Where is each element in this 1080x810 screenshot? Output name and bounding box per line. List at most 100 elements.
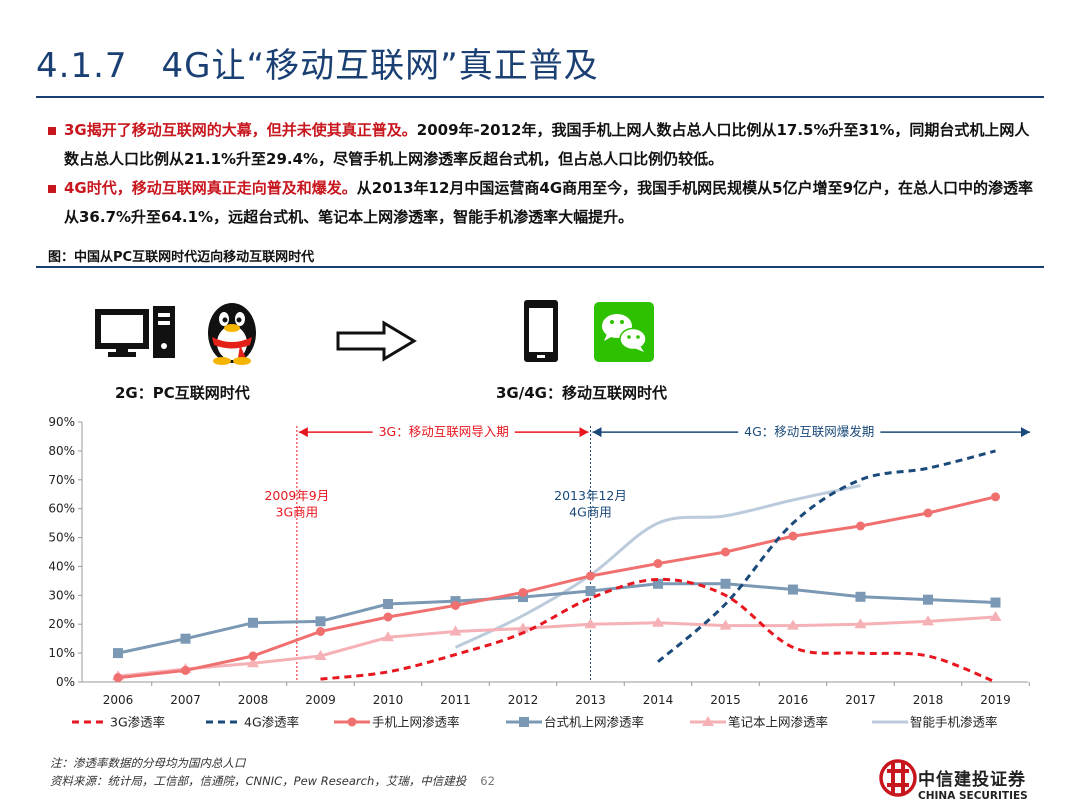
series-line-desktop bbox=[117, 582, 996, 655]
point-mobile bbox=[383, 612, 393, 622]
period-label-bg bbox=[372, 422, 515, 442]
legend-marker-laptop bbox=[702, 716, 714, 726]
y-tick-label: 70% bbox=[48, 473, 75, 487]
logo-cn-text: 中信建投证券 bbox=[918, 770, 1026, 790]
x-tick-label: 2016 bbox=[778, 693, 809, 707]
figure-caption: 图：中国从PC互联网时代迈向移动互联网时代 bbox=[48, 250, 315, 265]
3g-period-label: 3G：移动互联网导入期 bbox=[379, 424, 509, 439]
point-mobile bbox=[451, 600, 460, 610]
4g-period-label: 4G：移动互联网爆发期 bbox=[744, 424, 874, 439]
source-note: 资料来源：统计局，工信部，信通院，CNNIC，Pew Research，艾瑞，中… bbox=[50, 773, 495, 789]
x-tick-label: 2014 bbox=[643, 693, 674, 707]
y-tick-label: 90% bbox=[48, 415, 75, 429]
title-text: 4G让“移动互联网”真正普及 bbox=[161, 46, 599, 86]
legend-label-4g: 4G渗透率 bbox=[244, 715, 299, 730]
bullet-square-icon bbox=[48, 127, 56, 135]
bullet-item: 3G揭开了移动互联网的大幕，但并未使其真正普及。2009年-2012年，我国手机… bbox=[48, 116, 1040, 174]
series-line-3g bbox=[320, 577, 997, 684]
4g-launch-text: 4G商用 bbox=[569, 504, 612, 519]
legend-label-smartphone: 智能手机渗透率 bbox=[910, 715, 998, 730]
bullet-highlight: 4G时代，移动互联网真正走向普及和爆发。 bbox=[64, 179, 357, 197]
legend-label-desktop: 台式机上网渗透率 bbox=[544, 715, 644, 730]
x-tick-label: 2019 bbox=[980, 693, 1011, 707]
point-desktop bbox=[180, 633, 191, 644]
point-laptop bbox=[854, 618, 867, 629]
point-laptop bbox=[382, 631, 394, 642]
logo-en-text: CHINA SECURITIES bbox=[918, 790, 1028, 802]
point-laptop bbox=[517, 622, 529, 633]
point-desktop bbox=[248, 617, 258, 628]
point-mobile bbox=[923, 508, 933, 518]
point-mobile bbox=[316, 626, 325, 636]
point-desktop bbox=[585, 586, 596, 596]
bullet-list: 3G揭开了移动互联网的大幕，但并未使其真正普及。2009年-2012年，我国手机… bbox=[48, 116, 1040, 232]
footnote: 注：渗透率数据的分母均为国内总人口 bbox=[50, 756, 246, 770]
legend-marker-desktop bbox=[519, 717, 529, 727]
series-line-4g bbox=[657, 449, 996, 663]
y-tick-label: 50% bbox=[48, 531, 75, 545]
bullet-square-icon bbox=[48, 185, 56, 193]
x-tick-label: 2018 bbox=[913, 693, 944, 707]
point-desktop bbox=[383, 599, 393, 609]
3g-launch-text: 3G商用 bbox=[276, 504, 319, 519]
point-laptop bbox=[922, 615, 934, 626]
point-mobile bbox=[518, 587, 528, 597]
3g-period-arrow-head-left bbox=[298, 427, 308, 438]
point-mobile bbox=[181, 665, 190, 675]
series-line-laptop bbox=[117, 615, 996, 678]
4g-period-arrow-head-right bbox=[1021, 427, 1030, 438]
point-mobile bbox=[653, 559, 663, 569]
point-desktop bbox=[315, 616, 326, 627]
y-tick-label: 80% bbox=[48, 444, 75, 458]
point-desktop bbox=[653, 578, 663, 589]
point-laptop bbox=[449, 625, 462, 636]
point-desktop bbox=[990, 597, 1001, 608]
point-laptop bbox=[314, 650, 327, 660]
brand-logo: 中信建投证券 CHINA SECURITIES bbox=[918, 765, 1028, 802]
y-tick-label: 60% bbox=[48, 502, 75, 516]
point-desktop bbox=[855, 591, 866, 602]
point-desktop bbox=[788, 584, 798, 595]
point-desktop bbox=[518, 592, 528, 603]
bullet-text: 从2013年12月中国运营商4G商用至今，我国手机网民规模从5亿户增至9亿户，在… bbox=[64, 179, 1034, 226]
point-laptop bbox=[247, 657, 259, 668]
y-tick-label: 10% bbox=[48, 646, 75, 660]
point-mobile bbox=[991, 492, 1000, 502]
x-tick-label: 2013 bbox=[575, 693, 606, 707]
point-desktop bbox=[113, 648, 123, 659]
point-laptop bbox=[584, 618, 597, 629]
page-title: 4.1.7 4G让“移动互联网”真正普及 bbox=[36, 38, 599, 87]
point-mobile bbox=[721, 547, 730, 557]
x-tick-label: 2015 bbox=[710, 693, 741, 707]
x-tick-label: 2009 bbox=[305, 693, 336, 707]
point-laptop bbox=[989, 611, 1002, 621]
4g-launch-date: 2013年12月 bbox=[554, 488, 627, 503]
point-mobile bbox=[248, 651, 258, 661]
era-label-mobile: 3G/4G：移动互联网时代 bbox=[496, 384, 667, 402]
series-line-smartphone bbox=[454, 484, 861, 649]
y-tick-label: 40% bbox=[48, 559, 75, 573]
3g-period-arrow-head-right bbox=[579, 427, 589, 438]
point-desktop bbox=[720, 578, 731, 589]
x-tick-label: 2012 bbox=[508, 693, 539, 707]
x-tick-label: 2007 bbox=[170, 693, 201, 707]
legend-label-laptop: 笔记本上网渗透率 bbox=[728, 715, 828, 730]
y-tick-label: 20% bbox=[48, 617, 75, 631]
x-tick-label: 2011 bbox=[440, 693, 471, 707]
bullet-highlight: 3G揭开了移动互联网的大幕，但并未使其真正普及。 bbox=[64, 121, 417, 139]
x-tick-label: 2008 bbox=[238, 693, 269, 707]
title-divider bbox=[36, 96, 1044, 98]
legend-label-3g: 3G渗透率 bbox=[110, 715, 165, 730]
period-label-bg bbox=[738, 422, 881, 442]
x-tick-label: 2017 bbox=[845, 693, 876, 707]
page-number: 62 bbox=[480, 774, 495, 788]
point-desktop bbox=[923, 594, 933, 605]
bullet-item: 4G时代，移动互联网真正走向普及和爆发。从2013年12月中国运营商4G商用至今… bbox=[48, 174, 1040, 232]
point-mobile bbox=[788, 531, 798, 541]
x-tick-label: 2006 bbox=[103, 693, 134, 707]
legend-marker-mobile bbox=[347, 717, 357, 727]
point-mobile bbox=[113, 673, 123, 683]
point-mobile bbox=[586, 571, 595, 581]
y-tick-label: 30% bbox=[48, 588, 75, 602]
